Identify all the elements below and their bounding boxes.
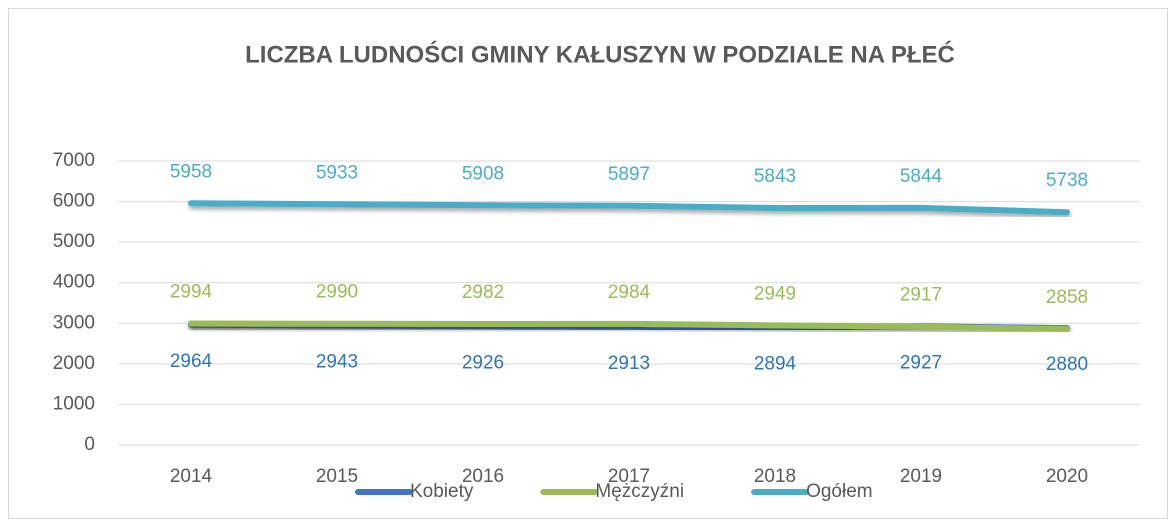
data-label: 5958: [170, 161, 212, 182]
data-label: 5933: [316, 162, 358, 183]
chart-title: LICZBA LUDNOŚCI GMINY KAŁUSZYN W PODZIAL…: [245, 40, 955, 68]
y-tick-label: 3000: [53, 312, 95, 333]
x-tick-label: 2020: [1046, 466, 1088, 487]
data-label: 2964: [170, 351, 213, 372]
series-line: [188, 200, 1070, 216]
data-label: 5738: [1046, 170, 1088, 191]
data-label: 2943: [316, 352, 358, 373]
x-tick-label: 2017: [608, 466, 650, 487]
legend-label: Kobiety: [410, 481, 474, 502]
x-tick-label: 2015: [316, 466, 358, 487]
x-tick-label: 2016: [462, 466, 504, 487]
series-line: [188, 320, 1070, 333]
data-label: 2894: [754, 354, 797, 375]
data-label: 5844: [900, 166, 943, 187]
y-tick-label: 2000: [53, 353, 95, 374]
data-label: 2982: [462, 282, 504, 303]
x-tick-label: 2018: [754, 466, 796, 487]
data-label: 5897: [608, 164, 650, 185]
y-tick-label: 5000: [53, 231, 95, 252]
data-label: 2917: [900, 285, 942, 306]
y-tick-label: 6000: [53, 191, 95, 212]
data-label: 2926: [462, 352, 504, 373]
data-label: 2927: [900, 352, 942, 373]
data-label: 2858: [1046, 287, 1088, 308]
data-label: 5843: [754, 166, 796, 187]
y-tick-label: 1000: [53, 393, 95, 414]
data-label: 2994: [170, 282, 213, 303]
chart-border: [8, 8, 1168, 519]
data-label: 2880: [1046, 354, 1088, 375]
data-label: 2949: [754, 283, 796, 304]
data-label: 2913: [608, 353, 650, 374]
legend-label: Mężczyźni: [595, 481, 684, 502]
x-tick-label: 2014: [170, 466, 213, 487]
data-label: 5908: [462, 163, 504, 184]
data-label: 2984: [608, 282, 651, 303]
data-label: 2990: [316, 282, 358, 303]
x-tick-label: 2019: [900, 466, 942, 487]
y-tick-label: 7000: [53, 150, 95, 171]
y-tick-label: 4000: [53, 272, 95, 293]
legend-label: Ogółem: [806, 481, 873, 502]
y-tick-label: 0: [84, 434, 95, 455]
